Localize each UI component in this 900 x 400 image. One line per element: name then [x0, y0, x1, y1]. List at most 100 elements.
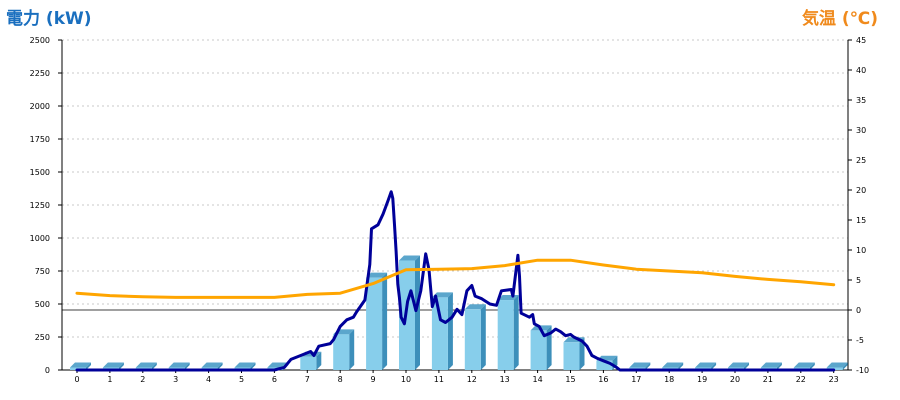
bar-front-face: [464, 309, 481, 370]
x-tick-label: 19: [697, 375, 707, 384]
left-tick-label: 2000: [30, 102, 50, 111]
bar-front-face: [563, 342, 580, 370]
bar-top-face: [234, 362, 256, 368]
bar-front-face: [596, 360, 613, 370]
bar-front-face: [530, 330, 547, 370]
bar-top-face: [431, 292, 453, 298]
power-bar: [431, 292, 453, 370]
power-bar: [366, 272, 388, 370]
right-tick-label: 10: [856, 246, 866, 255]
x-tick-label: 14: [533, 375, 543, 384]
bar-side-face: [579, 337, 585, 370]
bar-side-face: [842, 362, 848, 370]
bar-top-face: [366, 272, 388, 278]
bar-side-face: [217, 362, 223, 370]
x-tick-label: 21: [763, 375, 773, 384]
right-tick-label: 0: [856, 306, 861, 315]
x-tick-label: 17: [631, 375, 641, 384]
bar-top-face: [629, 362, 651, 368]
bar-side-face: [546, 325, 552, 370]
right-tick-label: 20: [856, 186, 866, 195]
right-tick-label: 35: [856, 96, 866, 105]
power-line: [75, 190, 836, 372]
bar-front-face: [497, 300, 514, 370]
bar-side-face: [382, 272, 388, 370]
x-tick-label: 3: [173, 375, 178, 384]
right-tick-label: 45: [856, 36, 866, 45]
x-tick-label: 8: [338, 375, 343, 384]
bar-top-face: [728, 362, 749, 368]
bar-side-face: [184, 362, 190, 370]
right-tick-label: 15: [856, 216, 866, 225]
bar-top-face: [662, 362, 684, 368]
x-tick-label: 20: [730, 375, 740, 384]
x-tick-label: 0: [74, 375, 79, 384]
left-tick-label: 1250: [30, 201, 50, 210]
bar-side-face: [151, 362, 157, 370]
bar-front-face: [826, 367, 843, 370]
x-tick-label: 16: [598, 375, 608, 384]
bar-side-face: [711, 362, 717, 370]
power-bar: [464, 304, 486, 370]
bar-side-face: [480, 304, 486, 370]
bar-top-face: [793, 362, 815, 368]
bar-side-face: [349, 329, 355, 370]
bar-top-face: [826, 362, 848, 368]
bar-top-face: [695, 362, 717, 368]
tick-labels: 02505007501000125015001750200022502500-1…: [30, 36, 869, 384]
temperature-line: [75, 258, 836, 299]
bar-side-face: [809, 362, 815, 370]
bar-side-face: [447, 292, 453, 370]
bar-side-face: [776, 362, 782, 370]
x-tick-label: 13: [500, 375, 510, 384]
left-tick-label: 750: [35, 267, 50, 276]
x-tick-label: 6: [272, 375, 277, 384]
right-tick-label: 30: [856, 126, 866, 135]
power-bar: [530, 325, 552, 370]
x-tick-label: 10: [401, 375, 411, 384]
x-tick-label: 15: [565, 375, 575, 384]
series-lines: [75, 190, 836, 372]
right-axis-title: 気温 (℃): [801, 9, 878, 29]
bar-side-face: [415, 255, 420, 370]
x-tick-label: 23: [829, 375, 839, 384]
right-tick-label: 40: [856, 66, 866, 75]
x-tick-label: 11: [434, 375, 444, 384]
bar-front-face: [366, 277, 383, 370]
left-tick-label: 0: [45, 366, 50, 375]
x-tick-label: 4: [206, 375, 211, 384]
x-tick-label: 12: [467, 375, 477, 384]
bar-top-face: [201, 362, 223, 368]
x-tick-label: 18: [664, 375, 674, 384]
bar-side-face: [513, 295, 519, 370]
bar-side-face: [744, 362, 749, 370]
x-tick-label: 5: [239, 375, 244, 384]
left-tick-label: 500: [35, 300, 50, 309]
bar-top-face: [760, 362, 782, 368]
x-tick-label: 7: [305, 375, 310, 384]
bar-top-face: [135, 362, 157, 368]
x-tick-label: 22: [796, 375, 806, 384]
right-tick-label: -10: [856, 366, 869, 375]
bar-top-face: [168, 362, 190, 368]
power-bar: [497, 295, 519, 370]
power-bar: [826, 362, 848, 370]
bar-side-face: [250, 362, 256, 370]
bar-front-face: [300, 356, 317, 370]
left-axis-title: 電力 (kW): [6, 9, 92, 29]
x-tick-label: 2: [140, 375, 145, 384]
axes: [58, 39, 852, 373]
left-tick-label: 2500: [30, 36, 50, 45]
bar-front-face: [333, 334, 350, 370]
left-tick-label: 1000: [30, 234, 50, 243]
bar-side-face: [316, 351, 322, 370]
x-tick-label: 9: [371, 375, 376, 384]
right-tick-label: -5: [856, 336, 864, 345]
bar-side-face: [118, 362, 124, 370]
bar-top-face: [399, 255, 420, 261]
left-tick-label: 2250: [30, 69, 50, 78]
gridlines: [62, 39, 848, 338]
bar-front-face: [431, 297, 448, 370]
bar-top-face: [464, 304, 486, 310]
